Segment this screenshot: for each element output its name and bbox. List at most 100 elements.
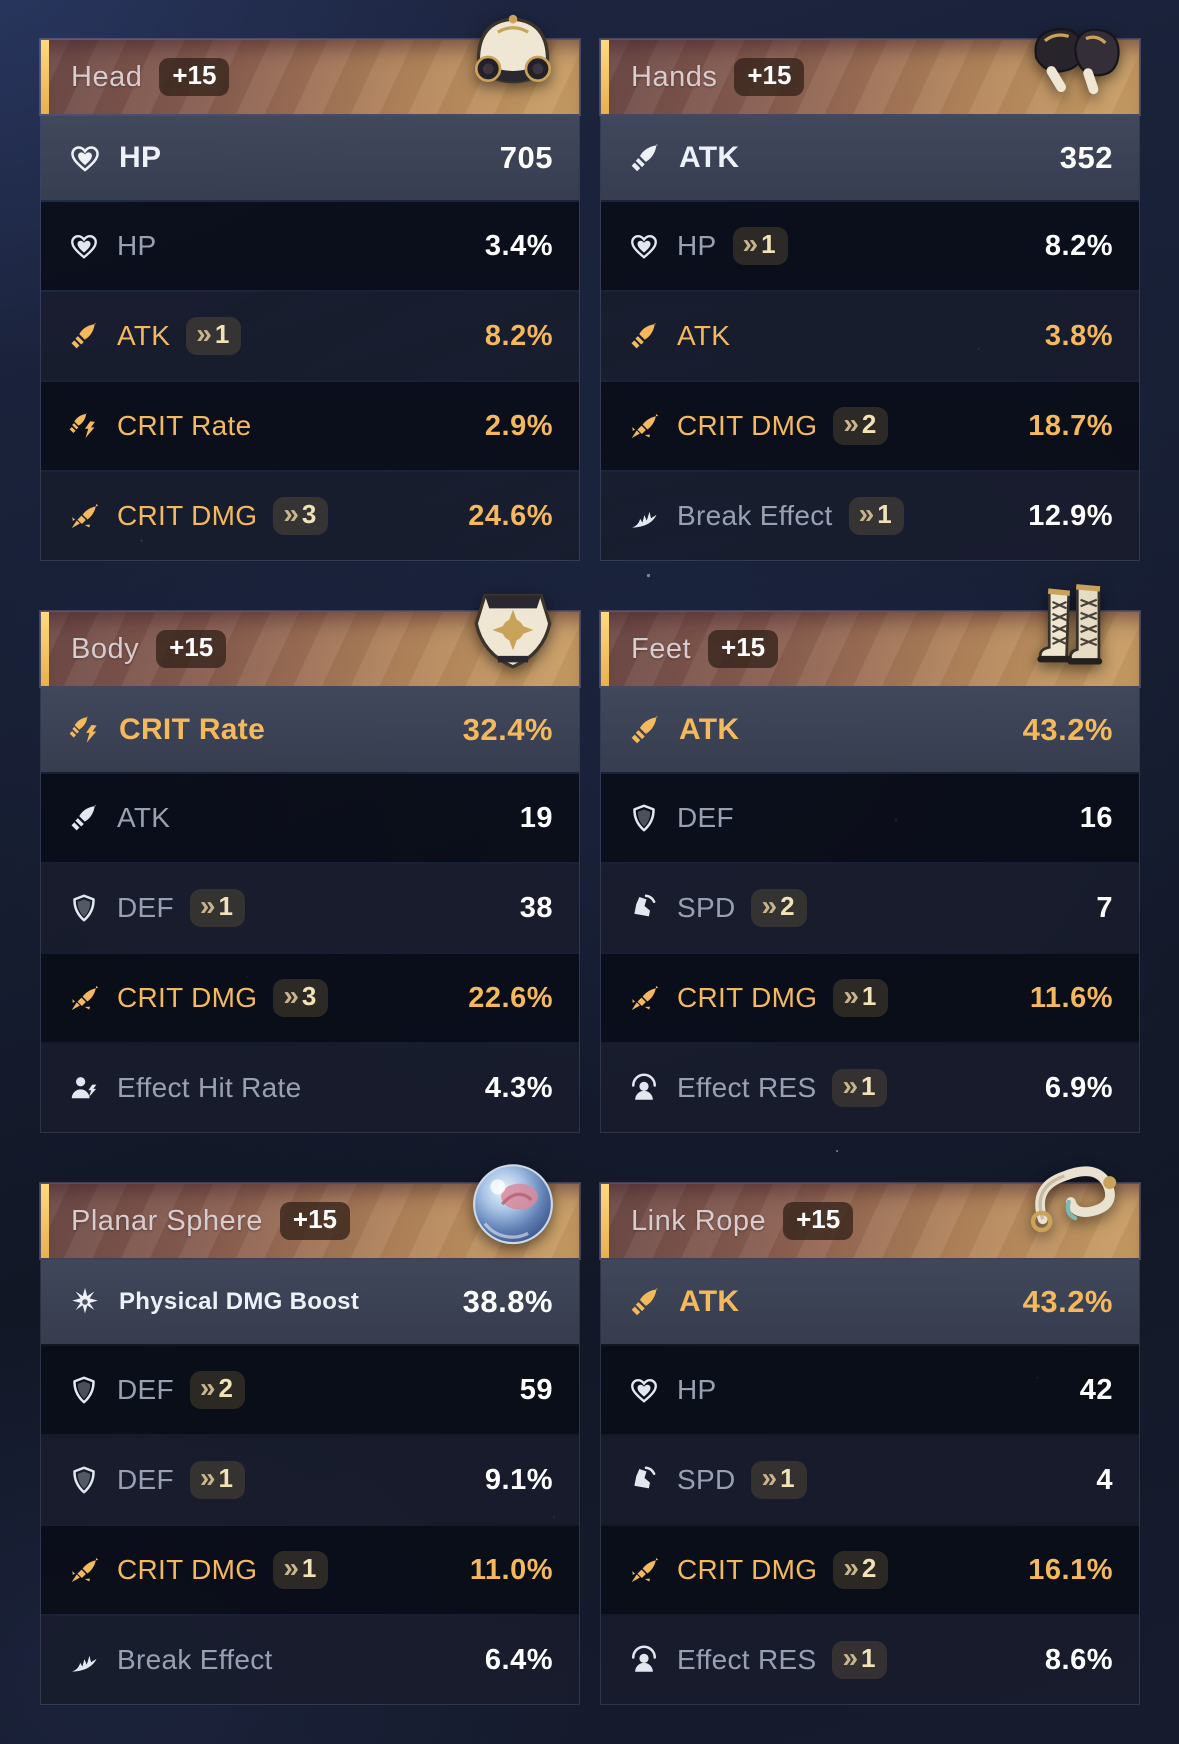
main-stat-value: 352: [1059, 140, 1113, 175]
substat-value: 7: [1096, 891, 1113, 924]
substat-label: ATK: [117, 320, 171, 351]
main-stat-value: 38.8%: [462, 1284, 553, 1319]
substat-label: DEF: [117, 892, 174, 923]
roll-count: 2: [861, 409, 877, 439]
rolls-chevron-icon: »: [283, 980, 299, 1011]
header-accent-stripe: [41, 1184, 49, 1258]
substat-value: 22.6%: [468, 981, 553, 1014]
helmet-item-icon: [459, 2, 567, 114]
relic-grid: Head +15 HP 705 HP 3.4% ATK » 1 8.2% CRI…: [41, 14, 1139, 1704]
substat-row: CRIT DMG » 3 22.6%: [41, 954, 579, 1042]
relic-card[interactable]: Head +15 HP 705 HP 3.4% ATK » 1 8.2% CRI…: [41, 14, 579, 560]
atk-icon: [629, 714, 661, 746]
hp-icon: [629, 231, 659, 261]
substat-row: Effect RES » 1 8.6%: [601, 1616, 1139, 1704]
relic-card-header: Planar Sphere +15: [41, 1164, 579, 1258]
relic-slot-title: Hands: [631, 60, 718, 93]
substat-value: 16: [1079, 801, 1113, 834]
main-stat-value: 705: [499, 140, 553, 175]
main-stat-label: ATK: [679, 141, 740, 174]
substat-label: Break Effect: [677, 500, 833, 531]
roll-count-badge: » 1: [751, 1461, 807, 1499]
main-stat-label: Physical DMG Boost: [119, 1288, 360, 1315]
roll-count-badge: » 2: [833, 1551, 889, 1589]
relic-card-header: Hands +15: [601, 28, 1139, 114]
roll-count-badge: » 1: [832, 1069, 888, 1107]
roll-count-badge: » 3: [273, 979, 329, 1017]
relic-card[interactable]: Link Rope +15 ATK 43.2% HP 42 SPD » 1 4 …: [601, 1166, 1139, 1704]
crit-dmg-icon: [629, 983, 659, 1013]
relic-card[interactable]: Feet +15 ATK 43.2% DEF 16 SPD » 2 7 CRIT…: [601, 584, 1139, 1132]
substat-label: SPD: [677, 892, 736, 923]
rolls-chevron-icon: »: [761, 890, 778, 921]
substat-value: 24.6%: [468, 499, 553, 532]
roll-count-badge: » 1: [189, 1461, 245, 1499]
rolls-chevron-icon: »: [742, 228, 759, 259]
roll-count: 2: [218, 1373, 233, 1403]
substat-value: 8.2%: [484, 319, 553, 352]
substat-value: 42: [1079, 1373, 1113, 1406]
header-accent-stripe: [601, 40, 609, 114]
rolls-chevron-icon: »: [199, 1462, 216, 1493]
rolls-chevron-icon: »: [199, 1372, 216, 1403]
rolls-chevron-icon: »: [196, 318, 212, 349]
roll-count-badge: » 2: [751, 889, 807, 927]
crit-rate-icon: [69, 714, 101, 746]
rolls-chevron-icon: »: [842, 1642, 859, 1673]
main-stat-label: ATK: [679, 1285, 740, 1318]
rolls-chevron-icon: »: [842, 1070, 859, 1101]
substat-value: 8.6%: [1044, 1643, 1113, 1676]
main-stat-label: HP: [119, 141, 162, 174]
physical-icon: [69, 1286, 101, 1318]
roll-count-badge: » 1: [732, 227, 788, 265]
substat-label: CRIT DMG: [677, 1554, 818, 1585]
def-icon: [69, 1465, 99, 1495]
armor-item-icon: [459, 574, 567, 686]
main-stat-value: 32.4%: [462, 712, 553, 747]
substat-list: HP 42 SPD » 1 4 CRIT DMG » 2 16.1% Effec…: [601, 1346, 1139, 1704]
rolls-chevron-icon: »: [761, 1462, 778, 1493]
roll-count-badge: » 1: [832, 1641, 888, 1679]
hp-icon: [629, 1375, 659, 1405]
crit-dmg-icon: [629, 411, 659, 441]
substat-row: HP » 1 8.2%: [601, 202, 1139, 290]
relic-level-badge: +15: [708, 630, 779, 668]
substat-label: HP: [677, 1374, 717, 1405]
main-stat-row: ATK 43.2%: [601, 1260, 1139, 1344]
relic-card[interactable]: Hands +15 ATK 352 HP » 1 8.2% ATK 3.8% C…: [601, 28, 1139, 560]
substat-label: ATK: [117, 802, 171, 833]
atk-icon: [629, 321, 659, 351]
substat-row: CRIT DMG » 1 11.6%: [601, 954, 1139, 1042]
rolls-chevron-icon: »: [843, 408, 859, 439]
substat-row: Break Effect » 1 12.9%: [601, 472, 1139, 560]
substat-value: 9.1%: [484, 1463, 553, 1496]
substat-value: 2.9%: [484, 409, 553, 442]
roll-count-badge: » 2: [189, 1371, 245, 1409]
substat-row: Break Effect 6.4%: [41, 1616, 579, 1704]
relic-card-header: Link Rope +15: [601, 1166, 1139, 1258]
rolls-chevron-icon: »: [283, 1552, 299, 1583]
main-stat-label: ATK: [679, 713, 740, 746]
substat-row: ATK 3.8%: [601, 292, 1139, 380]
substat-row: HP 42: [601, 1346, 1139, 1434]
crit-dmg-icon: [629, 1555, 659, 1585]
roll-count: 1: [761, 229, 776, 259]
relic-card[interactable]: Body +15 CRIT Rate 32.4% ATK 19 DEF » 1 …: [41, 593, 579, 1132]
substat-label: CRIT DMG: [677, 410, 818, 441]
relic-level-badge: +15: [734, 58, 805, 96]
relic-level-badge: +15: [159, 58, 230, 96]
roll-count: 1: [861, 1643, 876, 1673]
rolls-chevron-icon: »: [283, 498, 299, 529]
roll-count: 2: [861, 1553, 877, 1583]
substat-label: CRIT DMG: [117, 982, 258, 1013]
roll-count-badge: » 3: [273, 497, 329, 535]
roll-count-badge: » 1: [189, 889, 245, 927]
roll-count: 2: [780, 891, 795, 921]
rope-item-icon: [1019, 1146, 1127, 1258]
substat-label: DEF: [677, 802, 734, 833]
relic-card[interactable]: Planar Sphere +15 Physical DMG Boost 38.…: [41, 1164, 579, 1704]
roll-count-badge: » 2: [833, 407, 889, 445]
substat-list: DEF 16 SPD » 2 7 CRIT DMG » 1 11.6% Effe…: [601, 774, 1139, 1132]
break-effect-icon: [629, 501, 659, 531]
main-stat-row: HP 705: [41, 116, 579, 200]
